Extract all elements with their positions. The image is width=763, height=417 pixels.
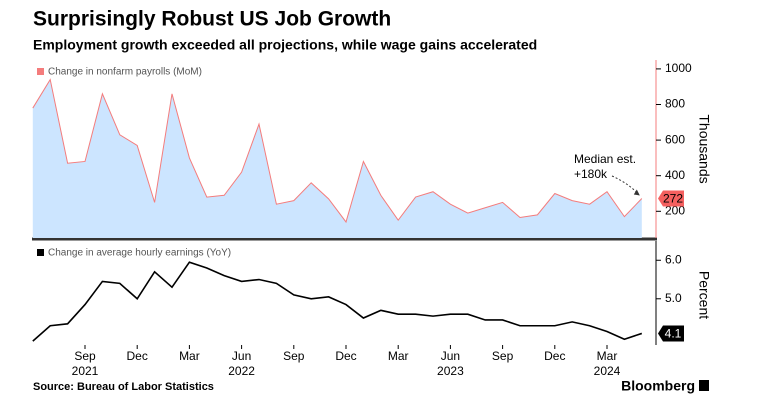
x-tick-label: Mar — [388, 349, 409, 363]
x-year-label: 2024 — [594, 364, 621, 378]
annotation-arrowhead — [633, 189, 640, 196]
area — [32, 79, 642, 238]
chart-title: Surprisingly Robust US Job Growth — [33, 8, 391, 31]
annotation: Median est. — [574, 152, 636, 166]
value-label-box — [658, 325, 684, 342]
y-tick-label: 800 — [665, 97, 685, 111]
x-tick-label: Dec — [335, 349, 356, 363]
value-label-box — [658, 190, 684, 207]
chart-subtitle: Employment growth exceeded all projectio… — [33, 37, 537, 53]
x-tick-label: Jun — [441, 349, 460, 363]
x-tick-label: Mar — [597, 349, 618, 363]
y-axis-label: Thousands — [696, 114, 712, 183]
x-tick-label: Mar — [179, 349, 200, 363]
y-tick-label: 600 — [665, 132, 685, 146]
y-tick-label: 6.0 — [665, 252, 682, 266]
y-tick-label: 400 — [665, 168, 685, 182]
x-tick-label: Sep — [283, 349, 305, 363]
source: Source: Bureau of Labor Statistics — [33, 381, 214, 393]
y-tick-label: 5.0 — [665, 291, 682, 305]
legend-label: Change in nonfarm payrolls (MoM) — [48, 67, 202, 78]
legend-label: Change in average hourly earnings (YoY) — [48, 248, 231, 259]
annotation-arrow — [611, 175, 640, 195]
x-tick-label: Sep — [492, 349, 514, 363]
x-tick-label: Dec — [544, 349, 565, 363]
line — [32, 261, 643, 342]
y-axis-label: Percent — [696, 271, 712, 319]
x-year-label: 2021 — [72, 364, 99, 378]
x-year-label: 2023 — [437, 364, 464, 378]
legend-swatch — [37, 68, 44, 75]
line — [32, 78, 643, 224]
value-label: 272 — [663, 192, 683, 206]
value-label: 4.1 — [665, 327, 682, 341]
legend-swatch — [37, 249, 44, 256]
annotation: +180k — [574, 167, 608, 181]
x-year-label: 2022 — [228, 364, 255, 378]
x-tick-label: Sep — [74, 349, 96, 363]
x-tick-label: Jun — [232, 349, 251, 363]
brand: Bloomberg — [621, 378, 695, 394]
y-tick-label: 200 — [665, 203, 685, 217]
y-tick-label: 1000 — [665, 61, 692, 75]
brand-icon — [699, 380, 709, 391]
x-tick-label: Dec — [127, 349, 148, 363]
